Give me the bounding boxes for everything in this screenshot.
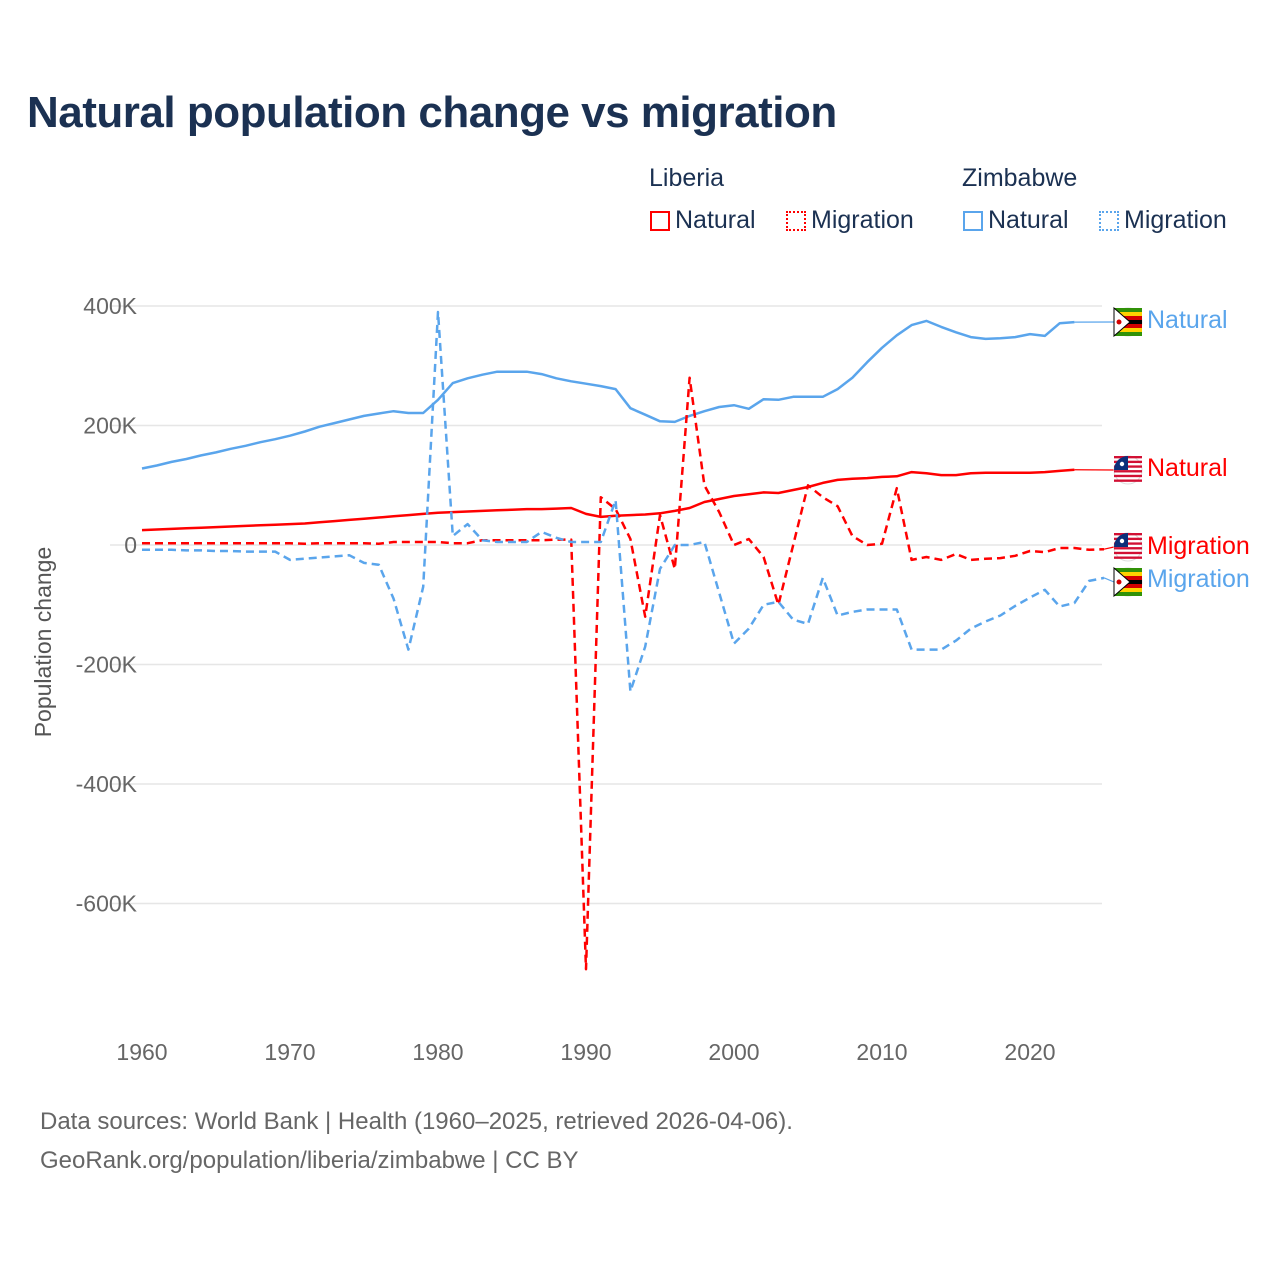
legend-label: Natural: [988, 206, 1069, 234]
flag-triangle: [1113, 566, 1131, 598]
flag-triangle: [1113, 306, 1131, 338]
flag-stripe: [1114, 328, 1142, 332]
leader-line: [1103, 546, 1115, 550]
legend-liberia-migration[interactable]: Migration: [786, 206, 914, 235]
legend-liberia-natural[interactable]: Natural: [650, 206, 756, 235]
liberia-flag-icon: [1113, 455, 1143, 485]
flag-stripe: [1114, 572, 1142, 576]
series-line-liberia-natural: [141, 468, 1075, 532]
footer-attribution[interactable]: GeoRank.org/population/liberia/zimbabwe …: [40, 1147, 579, 1174]
flag-star: [1116, 579, 1122, 585]
chart-title: Natural population change vs migration: [27, 88, 837, 137]
y-tick-label: 0: [124, 532, 137, 558]
legend-label: Migration: [811, 206, 914, 234]
end-label: Migration: [1147, 565, 1250, 593]
flag-stripe: [1114, 568, 1142, 572]
zimbabwe-flag-icon: [1113, 306, 1143, 338]
flag-star: [1119, 538, 1125, 544]
flag-stripe: [1114, 556, 1142, 559]
legend-swatch-dotted: [786, 210, 806, 231]
flag-stripe: [1114, 588, 1142, 592]
flag-star: [1116, 319, 1122, 325]
leader-line: [1103, 577, 1115, 583]
x-tick-label: 2010: [856, 1039, 907, 1065]
y-axis-label: Population change: [30, 547, 56, 738]
flag-stripe: [1114, 474, 1142, 478]
flag-stripe: [1114, 324, 1142, 328]
flag-stripe: [1114, 470, 1142, 473]
series-line-liberia-migration: [142, 376, 1105, 971]
liberia-flag-icon: [1113, 532, 1143, 562]
legend-swatch-dotted: [1099, 210, 1119, 231]
footer-sources: Data sources: World Bank | Health (1960–…: [40, 1108, 793, 1135]
flag-stripe: [1114, 479, 1142, 482]
zimbabwe-flag-icon: [1113, 566, 1143, 598]
x-tick-label: 2000: [708, 1039, 759, 1065]
legend-swatch-solid: [650, 210, 670, 231]
flag-stripe: [1114, 592, 1142, 596]
y-tick-label: -200K: [76, 652, 138, 678]
legend-group-liberia: Liberia: [649, 164, 725, 192]
legend-zimbabwe-migration[interactable]: Migration: [1099, 206, 1227, 235]
legend-swatch-solid: [963, 210, 983, 231]
x-tick-label: 1990: [560, 1039, 611, 1065]
legend-label: Migration: [1124, 206, 1227, 234]
legend-zimbabwe-natural[interactable]: Natural: [963, 206, 1069, 235]
series-line-zimbabwe-migration: [142, 310, 1105, 693]
legend-label: Natural: [675, 206, 756, 234]
end-label: Migration: [1147, 532, 1250, 560]
flag-stripe: [1114, 584, 1142, 588]
flag-stripe: [1114, 332, 1142, 336]
x-tick-label: 1970: [264, 1039, 315, 1065]
chart-plot: 400K 200K 0 -200K -400K -600K 1960 1970 1980 1990…: [30, 293, 1250, 1065]
flag-stripe: [1114, 312, 1142, 316]
flag-star: [1119, 461, 1125, 467]
end-label: Natural: [1147, 306, 1228, 334]
end-label: Natural: [1147, 454, 1228, 482]
y-tick-label: -400K: [76, 771, 138, 797]
series-line-zimbabwe-natural: [141, 319, 1075, 470]
x-tick-label: 1980: [412, 1039, 463, 1065]
y-tick-label: 400K: [83, 293, 137, 319]
y-tick-label: -600K: [76, 891, 138, 917]
x-tick-label: 1960: [116, 1039, 167, 1065]
legend-group-zimbabwe: Zimbabwe: [962, 164, 1078, 192]
flag-stripe: [1114, 547, 1142, 550]
flag-stripe: [1114, 308, 1142, 312]
y-tick-label: 200K: [83, 413, 137, 439]
x-tick-label: 2020: [1004, 1039, 1055, 1065]
flag-stripe: [1114, 576, 1142, 580]
flag-stripe: [1114, 316, 1142, 320]
flag-stripe: [1114, 551, 1142, 555]
